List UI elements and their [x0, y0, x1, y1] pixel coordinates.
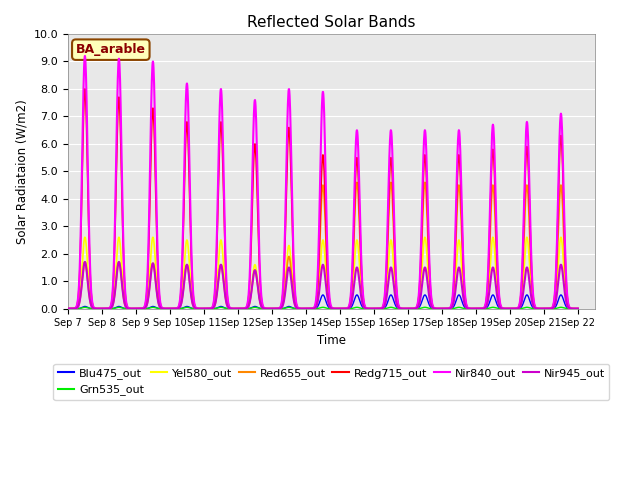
Blu475_out: [275, 306, 282, 312]
Grn535_out: [93, 306, 101, 312]
Yel580_out: [173, 306, 181, 312]
Yel580_out: [574, 306, 582, 312]
Line: Nir945_out: Nir945_out: [68, 262, 578, 309]
Red655_out: [255, 291, 262, 297]
Yel580_out: [93, 306, 101, 312]
Nir840_out: [93, 306, 101, 312]
Nir840_out: [81, 53, 89, 59]
Blu475_out: [255, 305, 262, 311]
Nir840_out: [64, 306, 72, 312]
Nir945_out: [273, 306, 280, 312]
Red655_out: [275, 306, 282, 312]
Title: Reflected Solar Bands: Reflected Solar Bands: [247, 15, 415, 30]
Blu475_out: [412, 306, 420, 312]
Nir840_out: [255, 238, 263, 243]
Red655_out: [64, 306, 72, 312]
Yel580_out: [64, 306, 72, 312]
Redg715_out: [93, 306, 101, 312]
Y-axis label: Solar Radiataion (W/m2): Solar Radiataion (W/m2): [15, 99, 28, 244]
Yel580_out: [273, 306, 280, 312]
Redg715_out: [273, 306, 280, 312]
Nir840_out: [413, 304, 420, 310]
Nir840_out: [574, 306, 582, 312]
Nir945_out: [81, 259, 89, 265]
Line: Blu475_out: Blu475_out: [68, 295, 578, 309]
Nir945_out: [64, 306, 72, 312]
Red655_out: [272, 306, 280, 312]
Redg715_out: [64, 306, 72, 312]
Line: Nir840_out: Nir840_out: [68, 56, 578, 309]
Nir945_out: [93, 306, 101, 312]
Yel580_out: [255, 291, 263, 297]
Grn535_out: [413, 306, 420, 312]
Nir840_out: [273, 306, 280, 312]
Line: Redg715_out: Redg715_out: [68, 89, 578, 309]
Redg715_out: [413, 305, 420, 311]
Red655_out: [93, 306, 101, 312]
Blu475_out: [574, 306, 582, 312]
Text: BA_arable: BA_arable: [76, 43, 146, 56]
Nir840_out: [275, 306, 283, 312]
Blu475_out: [64, 306, 72, 312]
Line: Grn535_out: Grn535_out: [68, 307, 578, 309]
Redg715_out: [275, 306, 283, 312]
Yel580_out: [81, 234, 89, 240]
Redg715_out: [81, 86, 89, 92]
Line: Yel580_out: Yel580_out: [68, 237, 578, 309]
Blu475_out: [93, 306, 101, 312]
Grn535_out: [64, 306, 72, 312]
Nir840_out: [173, 305, 181, 311]
Red655_out: [421, 180, 429, 185]
Legend: Blu475_out, Grn535_out, Yel580_out, Red655_out, Redg715_out, Nir840_out, Nir945_: Blu475_out, Grn535_out, Yel580_out, Red6…: [53, 364, 609, 400]
Grn535_out: [255, 305, 263, 311]
Grn535_out: [173, 306, 181, 312]
Blu475_out: [272, 306, 280, 312]
Redg715_out: [255, 252, 263, 258]
Redg715_out: [574, 306, 582, 312]
Grn535_out: [273, 306, 280, 312]
Blu475_out: [557, 292, 564, 298]
Nir945_out: [574, 306, 582, 312]
Redg715_out: [173, 305, 181, 311]
Line: Red655_out: Red655_out: [68, 182, 578, 309]
Grn535_out: [574, 306, 582, 312]
X-axis label: Time: Time: [317, 334, 346, 347]
Blu475_out: [173, 306, 180, 312]
Red655_out: [412, 305, 420, 311]
Nir945_out: [255, 293, 263, 299]
Grn535_out: [275, 306, 283, 312]
Nir945_out: [413, 305, 420, 311]
Yel580_out: [275, 306, 283, 312]
Grn535_out: [81, 304, 89, 310]
Red655_out: [173, 306, 180, 312]
Nir945_out: [173, 306, 181, 312]
Red655_out: [574, 306, 582, 312]
Yel580_out: [413, 305, 420, 311]
Nir945_out: [275, 306, 283, 312]
